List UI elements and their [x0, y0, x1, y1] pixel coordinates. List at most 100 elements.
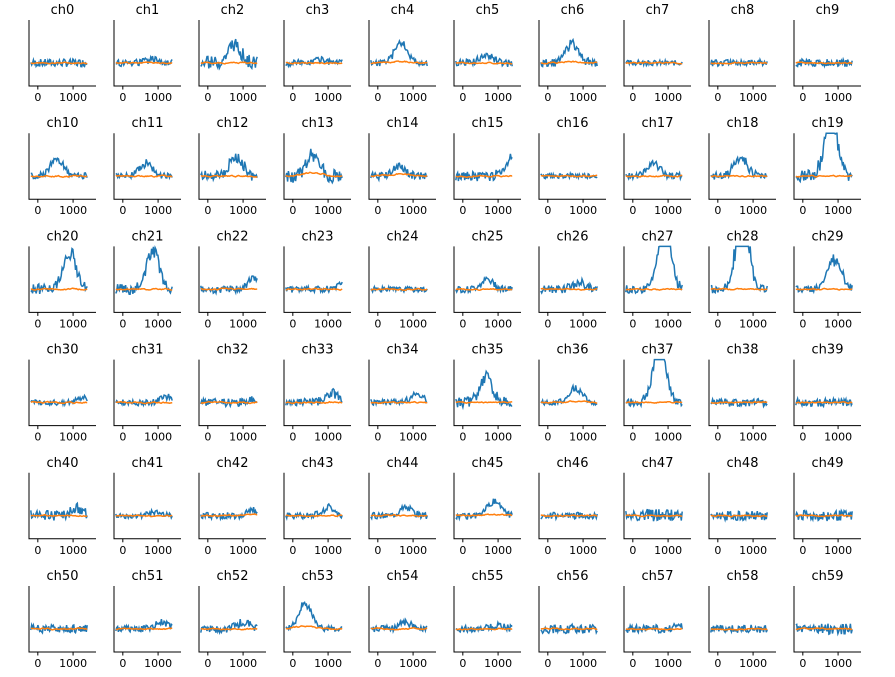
axis-spines	[283, 246, 351, 313]
channel-panel-ch44: ch44 0 1000	[368, 456, 436, 557]
series-b-line	[30, 513, 88, 518]
x-tick-label: 1000	[739, 204, 767, 217]
series-b-line	[115, 401, 173, 405]
channel-panel-ch48: ch48 0 1000	[708, 456, 776, 557]
x-tick-label: 1000	[314, 657, 342, 670]
channel-panel-ch42: ch42 0 1000	[198, 456, 266, 557]
channel-panel-ch18: ch18 0 1000	[708, 116, 776, 217]
axis-spines	[28, 20, 96, 87]
panel-title: ch31	[132, 343, 164, 358]
panel-title: ch33	[302, 343, 334, 358]
x-tick-label: 1000	[399, 431, 427, 444]
x-tick-label: 0	[34, 431, 41, 444]
panel-title: ch58	[727, 569, 759, 584]
series-b-line	[370, 514, 428, 518]
series-b-line	[625, 287, 683, 291]
series-a-line	[200, 506, 258, 522]
x-tick-label: 1000	[739, 431, 767, 444]
x-tick-label: 0	[459, 204, 466, 217]
channel-panel-ch10: ch10 0 1000	[28, 116, 96, 217]
series-b-line	[710, 401, 768, 404]
series-b-line	[455, 513, 513, 517]
x-tick-label: 0	[459, 657, 466, 670]
series-b-line	[115, 287, 173, 291]
x-tick-label: 0	[799, 544, 806, 557]
series-a-line	[455, 369, 513, 411]
x-tick-label: 1000	[824, 91, 852, 104]
axis-spines	[708, 472, 776, 540]
x-tick-label: 0	[374, 431, 381, 444]
channel-panel-ch55: ch55 0 1000	[453, 569, 521, 670]
channel-panel-ch51: ch51 0 1000	[113, 569, 181, 670]
series-b-line	[625, 627, 683, 631]
series-a-line	[115, 54, 173, 68]
x-tick-label: 0	[119, 657, 126, 670]
channel-panel-ch26: ch26 0 1000	[538, 229, 606, 330]
x-tick-label: 0	[714, 657, 721, 670]
channel-panel-ch58: ch58 0 1000	[708, 569, 776, 670]
channel-panel-ch25: ch25 0 1000	[453, 229, 521, 330]
series-b-line	[370, 626, 428, 631]
axis-spines	[283, 133, 351, 200]
series-a-line	[795, 508, 853, 523]
panel-title: ch21	[132, 229, 164, 244]
channel-panel-ch39: ch39 0 1000	[793, 343, 861, 444]
x-tick-label: 1000	[654, 204, 682, 217]
x-tick-label: 1000	[229, 204, 257, 217]
x-tick-label: 1000	[484, 544, 512, 557]
x-tick-label: 1000	[824, 544, 852, 557]
x-tick-label: 1000	[229, 657, 257, 670]
series-a-line	[795, 254, 853, 295]
axis-spines	[623, 20, 691, 87]
x-tick-label: 0	[374, 317, 381, 330]
panel-title: ch7	[646, 3, 670, 18]
axis-spines	[368, 20, 436, 87]
x-tick-label: 0	[714, 204, 721, 217]
series-a-line	[710, 155, 768, 180]
series-b-line	[710, 61, 768, 65]
channel-panel-ch36: ch36 0 1000	[538, 343, 606, 444]
x-tick-label: 1000	[229, 91, 257, 104]
panel-title: ch50	[47, 569, 79, 584]
axis-spines	[28, 246, 96, 313]
x-tick-label: 0	[799, 91, 806, 104]
x-tick-label: 0	[799, 317, 806, 330]
x-tick-label: 1000	[144, 317, 172, 330]
series-b-line	[710, 514, 768, 518]
series-a-line	[200, 153, 258, 183]
axis-spines	[708, 133, 776, 200]
axis-spines	[453, 246, 521, 313]
axis-spines	[28, 359, 96, 427]
x-tick-label: 1000	[229, 431, 257, 444]
channel-panel-ch47: ch47 0 1000	[623, 456, 691, 557]
channel-panel-ch54: ch54 0 1000	[368, 569, 436, 670]
panel-title: ch54	[387, 569, 419, 584]
x-tick-label: 1000	[654, 431, 682, 444]
series-a-line	[455, 619, 513, 635]
series-b-line	[540, 627, 598, 631]
panel-title: ch15	[472, 116, 504, 131]
panel-title: ch23	[302, 229, 334, 244]
axis-spines	[113, 133, 181, 200]
series-b-line	[540, 60, 598, 65]
series-b-line	[455, 287, 513, 291]
channel-panel-ch49: ch49 0 1000	[793, 456, 861, 557]
x-tick-label: 1000	[399, 317, 427, 330]
panel-title: ch47	[642, 456, 674, 471]
x-tick-label: 0	[629, 317, 636, 330]
axis-spines	[708, 246, 776, 313]
series-a-line	[115, 245, 173, 295]
panel-title: ch51	[132, 569, 164, 584]
x-tick-label: 0	[714, 431, 721, 444]
x-tick-label: 1000	[59, 431, 87, 444]
channel-panel-ch32: ch32 0 1000	[198, 343, 266, 444]
axis-spines	[708, 586, 776, 653]
series-b-line	[115, 514, 173, 518]
panel-title: ch32	[217, 343, 249, 358]
x-tick-label: 1000	[569, 91, 597, 104]
x-tick-label: 0	[544, 91, 551, 104]
channel-panel-ch0: ch0 0 1000	[28, 3, 96, 104]
panel-title: ch39	[812, 343, 844, 358]
x-tick-label: 0	[374, 657, 381, 670]
x-tick-label: 1000	[59, 204, 87, 217]
